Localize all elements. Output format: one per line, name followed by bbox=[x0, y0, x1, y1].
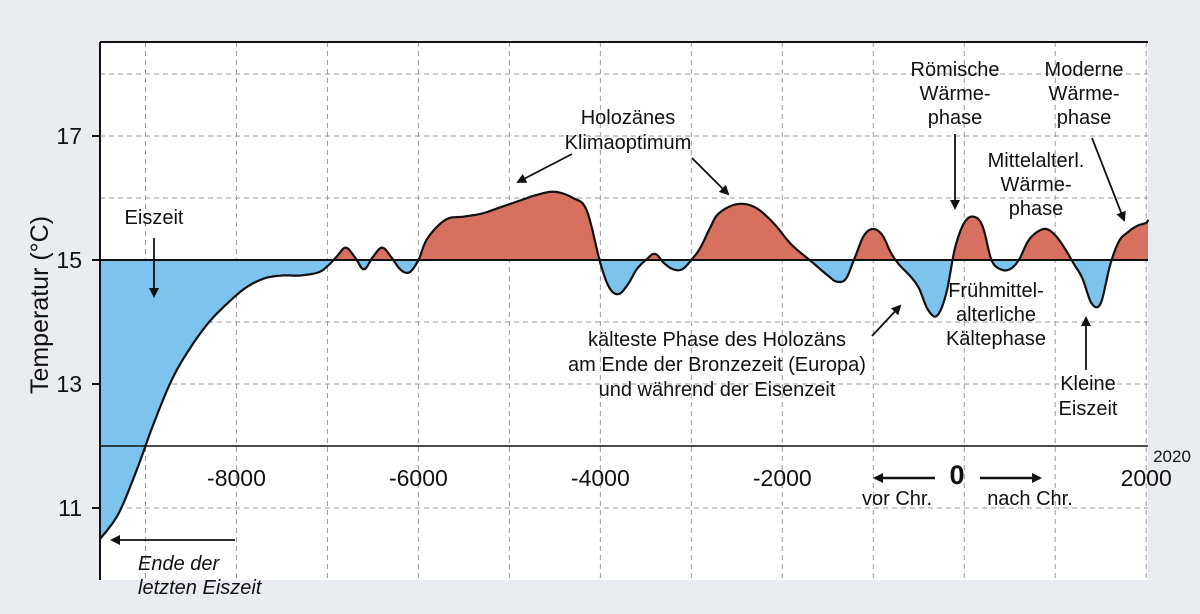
annotation-kaelteste-2: am Ende der Bronzezeit (Europa) bbox=[568, 354, 866, 376]
annotation-kaelteste-1: kälteste Phase des Holozäns bbox=[588, 329, 846, 351]
arrow-modern bbox=[1091, 137, 1126, 222]
annotation-frueh-1: Frühmittel- bbox=[948, 280, 1044, 302]
annotation-mittel-3: phase bbox=[1009, 198, 1064, 220]
annotation-ende-1: Ende der bbox=[138, 553, 221, 575]
y-tick-label: 15 bbox=[56, 247, 82, 273]
x-tick-label: -4000 bbox=[571, 465, 630, 491]
annotation-kleine-1: Kleine bbox=[1060, 373, 1116, 395]
zero-label: 0 bbox=[949, 460, 964, 490]
arrow-holozaen-right bbox=[691, 157, 730, 196]
annotation-modern-1: Moderne bbox=[1045, 59, 1124, 81]
annotation-kleine-2: Eiszeit bbox=[1059, 398, 1118, 420]
cold-area bbox=[100, 260, 1148, 539]
annotation-mittel-2: Wärme- bbox=[1000, 174, 1071, 196]
annotation-mittel-1: Mittelalterl. bbox=[988, 150, 1085, 172]
annotation-holozaen-2: Klimaoptimum bbox=[565, 132, 692, 154]
axes bbox=[92, 41, 1148, 580]
annotation-eiszeit: Eiszeit bbox=[125, 207, 184, 229]
annotation-modern-3: phase bbox=[1057, 107, 1112, 129]
annotation-roemisch-2: Wärme- bbox=[919, 83, 990, 105]
annotation-frueh-2: alterliche bbox=[956, 304, 1036, 326]
temperature-curve bbox=[99, 190, 1149, 540]
x-tick-label: -8000 bbox=[207, 465, 266, 491]
annotation-roemisch-1: Römische bbox=[911, 59, 1000, 81]
annotation-holozaen-1: Holozänes bbox=[581, 107, 676, 129]
arrow-holozaen-left bbox=[516, 153, 573, 183]
x-tick-label: 2000 bbox=[1121, 465, 1172, 491]
y-tick-label: 17 bbox=[56, 123, 82, 149]
y-axis-label: Temperatur (°C) bbox=[26, 216, 54, 394]
annotation-kaelteste-3: und während der Eisenzeit bbox=[599, 379, 836, 401]
label-after-christ: nach Chr. bbox=[987, 488, 1073, 510]
annotation-modern-2: Wärme- bbox=[1048, 83, 1119, 105]
x-tick-label: -6000 bbox=[389, 465, 448, 491]
plot-background bbox=[100, 42, 1148, 580]
x-tick-label: -2000 bbox=[753, 465, 812, 491]
label-before-christ: vor Chr. bbox=[862, 488, 932, 510]
curve-layer bbox=[99, 190, 1149, 540]
y-tick-label: 11 bbox=[58, 495, 82, 521]
annotation-ende-2: letzten Eiszeit bbox=[138, 577, 263, 599]
tick-labels: 11 13 15 17 -8000 -6000 -4000 -2000 2000 bbox=[56, 123, 1171, 521]
y-tick-label: 13 bbox=[56, 371, 82, 397]
annotation-frueh-3: Kältephase bbox=[946, 328, 1046, 350]
annotation-roemisch-3: phase bbox=[928, 107, 983, 129]
end-year-label: 2020 bbox=[1153, 447, 1191, 466]
arrow-kaelteste bbox=[871, 304, 902, 337]
